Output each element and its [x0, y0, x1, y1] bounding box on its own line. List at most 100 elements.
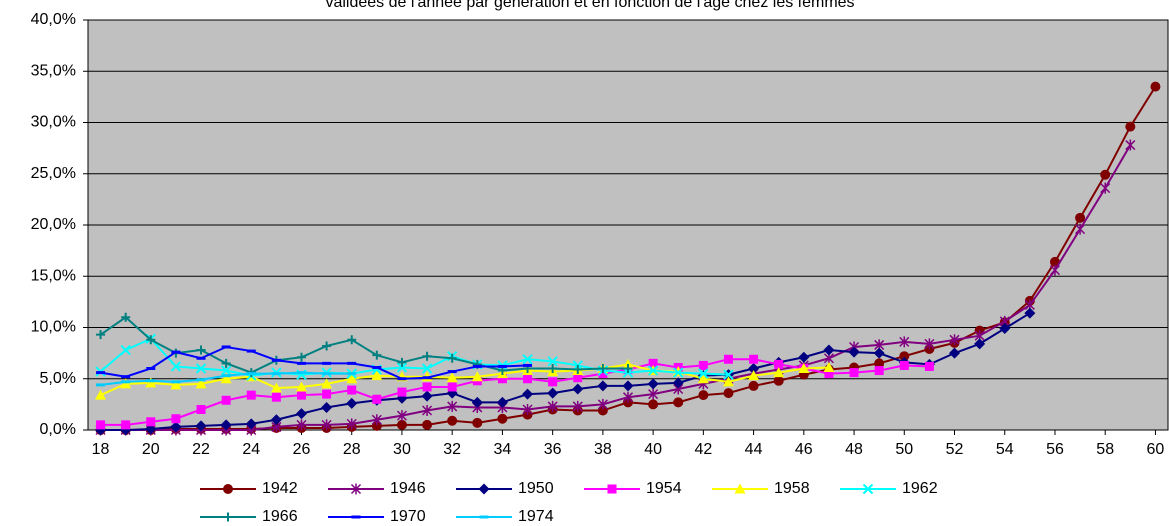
marker: [322, 361, 332, 365]
marker: [422, 376, 432, 380]
marker: [170, 361, 182, 372]
marker: [698, 390, 709, 401]
marker: [170, 421, 182, 433]
marker: [321, 378, 333, 389]
marker: [346, 397, 358, 409]
marker: [748, 380, 759, 391]
marker: [1150, 81, 1161, 92]
marker: [648, 388, 659, 400]
marker: [497, 413, 508, 424]
marker: [221, 374, 231, 378]
marker: [245, 418, 257, 430]
marker: [196, 345, 206, 355]
x-tick-label: 40: [644, 441, 662, 458]
marker: [146, 379, 156, 383]
marker: [270, 414, 282, 426]
marker: [372, 350, 382, 360]
x-tick-label: 34: [494, 441, 512, 458]
marker: [321, 401, 333, 413]
legend-label: 1954: [646, 480, 682, 497]
legend-label: 1962: [902, 480, 938, 497]
marker: [648, 399, 659, 410]
x-tick-label: 38: [594, 441, 612, 458]
marker: [622, 391, 634, 403]
marker: [271, 358, 281, 362]
marker: [397, 357, 407, 367]
marker: [196, 405, 206, 414]
marker: [472, 417, 483, 428]
marker: [598, 364, 608, 373]
marker: [221, 395, 231, 405]
marker: [296, 390, 306, 400]
marker: [974, 338, 986, 350]
marker: [421, 363, 433, 374]
marker: [321, 419, 332, 431]
x-tick-label: 50: [895, 441, 913, 458]
marker: [270, 382, 282, 393]
marker: [899, 336, 910, 348]
marker: [221, 345, 231, 349]
marker: [347, 385, 357, 395]
marker: [697, 373, 709, 384]
marker: [351, 515, 361, 519]
marker: [350, 483, 362, 495]
marker: [1100, 182, 1111, 194]
marker: [722, 376, 734, 387]
marker: [949, 347, 961, 359]
chart-title: validées de l'année par génération et en…: [325, 0, 854, 11]
marker: [472, 364, 482, 368]
marker: [823, 344, 835, 356]
marker: [195, 420, 207, 432]
marker: [121, 420, 131, 430]
marker: [396, 362, 408, 373]
marker: [371, 414, 382, 426]
marker: [723, 354, 733, 364]
marker: [497, 374, 507, 384]
marker: [572, 400, 583, 412]
marker: [347, 372, 357, 376]
marker: [196, 356, 206, 360]
marker: [246, 390, 256, 400]
marker: [673, 367, 684, 378]
y-tick-label: 35,0%: [31, 62, 76, 79]
marker: [295, 408, 307, 420]
marker: [347, 335, 357, 345]
marker: [573, 373, 583, 383]
marker: [220, 365, 232, 376]
marker: [296, 371, 306, 375]
x-tick-label: 18: [92, 441, 110, 458]
marker: [849, 368, 859, 378]
marker: [196, 378, 206, 382]
legend-label: 1958: [774, 480, 810, 497]
marker: [597, 380, 609, 392]
marker: [471, 396, 483, 408]
y-tick-label: 25,0%: [31, 165, 76, 182]
marker: [223, 512, 233, 522]
x-tick-label: 42: [694, 441, 712, 458]
marker: [698, 360, 708, 370]
legend-label: 1970: [390, 508, 426, 525]
marker: [924, 361, 934, 371]
marker: [479, 515, 489, 519]
marker: [672, 377, 684, 389]
marker: [447, 353, 457, 363]
marker: [949, 334, 960, 346]
x-tick-label: 30: [393, 441, 411, 458]
marker: [396, 410, 407, 422]
marker: [798, 363, 810, 373]
marker: [774, 359, 784, 369]
marker: [322, 389, 332, 399]
series-line: [99, 315, 628, 374]
marker: [121, 380, 131, 384]
marker: [447, 370, 457, 374]
marker: [171, 350, 181, 354]
marker: [497, 364, 507, 368]
marker: [195, 363, 207, 374]
x-tick-label: 56: [1046, 441, 1064, 458]
marker: [522, 354, 533, 365]
x-tick-label: 24: [242, 441, 260, 458]
marker: [120, 378, 132, 389]
marker: [397, 377, 407, 381]
legend-label: 1950: [518, 480, 554, 497]
